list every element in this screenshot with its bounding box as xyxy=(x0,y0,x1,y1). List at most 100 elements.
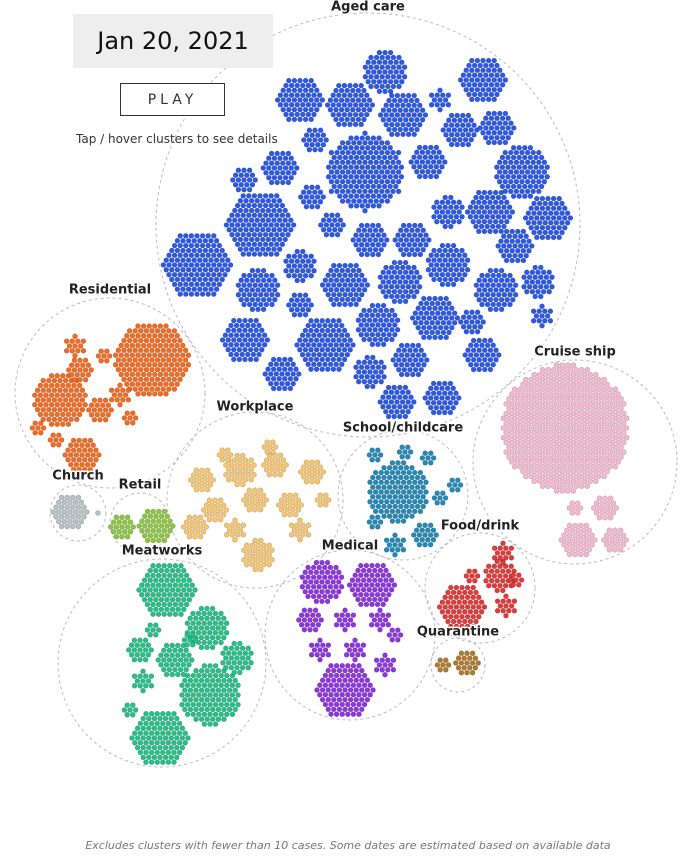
case-cluster[interactable] xyxy=(386,627,404,643)
case-cluster[interactable] xyxy=(181,514,209,540)
case-cluster[interactable] xyxy=(295,607,325,633)
play-button[interactable]: PLAY xyxy=(120,83,225,116)
cluster-group[interactable] xyxy=(264,549,436,721)
case-cluster[interactable] xyxy=(29,420,47,436)
case-cluster[interactable] xyxy=(366,514,384,530)
case-cluster[interactable] xyxy=(188,467,216,493)
case-cluster[interactable] xyxy=(66,357,94,383)
case-cluster[interactable] xyxy=(95,348,113,364)
case-cluster[interactable] xyxy=(410,522,440,548)
case-cluster[interactable] xyxy=(452,650,482,676)
case-cluster[interactable] xyxy=(383,532,407,558)
case-cluster[interactable] xyxy=(160,233,234,297)
case-cluster[interactable] xyxy=(353,354,387,390)
case-cluster[interactable] xyxy=(419,450,437,466)
case-cluster[interactable] xyxy=(299,559,345,605)
case-cluster[interactable] xyxy=(440,112,480,148)
case-cluster[interactable] xyxy=(500,362,630,494)
case-cluster[interactable] xyxy=(507,572,525,588)
case-cluster[interactable] xyxy=(373,652,397,678)
case-cluster[interactable] xyxy=(129,710,191,766)
case-cluster[interactable] xyxy=(457,309,487,335)
case-cluster[interactable] xyxy=(223,193,297,257)
case-cluster[interactable] xyxy=(297,459,327,485)
case-cluster[interactable] xyxy=(325,130,405,214)
case-cluster[interactable] xyxy=(408,144,448,180)
cluster-group[interactable] xyxy=(430,637,486,693)
case-cluster[interactable] xyxy=(223,452,257,488)
case-cluster[interactable] xyxy=(121,410,139,426)
case-cluster[interactable] xyxy=(409,295,461,341)
case-cluster[interactable] xyxy=(201,497,229,523)
case-cluster[interactable] xyxy=(367,460,429,524)
case-cluster[interactable] xyxy=(428,87,452,113)
case-cluster[interactable] xyxy=(62,437,102,473)
case-cluster[interactable] xyxy=(390,342,430,378)
case-cluster[interactable] xyxy=(392,222,432,258)
case-cluster[interactable] xyxy=(491,540,515,566)
case-cluster[interactable] xyxy=(112,323,192,397)
case-cluster[interactable] xyxy=(179,663,241,727)
case-cluster[interactable] xyxy=(314,662,376,718)
case-cluster[interactable] xyxy=(86,397,114,423)
case-cluster[interactable] xyxy=(283,248,317,284)
case-cluster[interactable] xyxy=(521,264,555,300)
case-cluster[interactable] xyxy=(366,447,384,463)
cluster-group[interactable] xyxy=(57,558,267,768)
case-cluster[interactable] xyxy=(144,622,162,638)
case-cluster[interactable] xyxy=(343,637,367,663)
case-cluster[interactable] xyxy=(131,668,155,694)
case-cluster[interactable] xyxy=(494,593,518,619)
case-cluster[interactable] xyxy=(300,127,330,153)
case-cluster[interactable] xyxy=(95,510,101,516)
case-cluster[interactable] xyxy=(126,637,154,663)
case-cluster[interactable] xyxy=(333,607,357,633)
case-cluster[interactable] xyxy=(473,267,519,313)
case-cluster[interactable] xyxy=(31,372,88,428)
case-cluster[interactable] xyxy=(422,380,462,416)
case-cluster[interactable] xyxy=(434,657,452,673)
cluster-group[interactable] xyxy=(108,492,176,554)
case-cluster[interactable] xyxy=(155,642,195,678)
case-cluster[interactable] xyxy=(346,562,398,608)
case-cluster[interactable] xyxy=(377,384,417,420)
case-cluster[interactable] xyxy=(136,508,176,544)
case-cluster[interactable] xyxy=(377,259,423,305)
cluster-group[interactable] xyxy=(166,411,344,589)
case-cluster[interactable] xyxy=(317,212,347,238)
case-cluster[interactable] xyxy=(530,303,554,329)
case-cluster[interactable] xyxy=(558,522,598,558)
case-cluster[interactable] xyxy=(377,92,429,138)
case-cluster[interactable] xyxy=(590,495,620,521)
case-cluster[interactable] xyxy=(457,57,509,103)
case-cluster[interactable] xyxy=(50,494,90,530)
case-cluster[interactable] xyxy=(63,333,87,359)
case-cluster[interactable] xyxy=(431,490,449,506)
case-cluster[interactable] xyxy=(219,317,271,363)
case-cluster[interactable] xyxy=(288,517,312,543)
case-cluster[interactable] xyxy=(223,517,247,543)
cluster-group[interactable] xyxy=(49,484,107,542)
case-cluster[interactable] xyxy=(477,110,517,146)
case-cluster[interactable] xyxy=(446,477,464,493)
case-cluster[interactable] xyxy=(297,184,327,210)
cluster-group[interactable] xyxy=(14,297,206,489)
case-cluster[interactable] xyxy=(241,487,270,513)
case-cluster[interactable] xyxy=(463,568,481,584)
case-cluster[interactable] xyxy=(136,562,198,618)
case-cluster[interactable] xyxy=(184,605,230,651)
case-cluster[interactable] xyxy=(483,558,517,594)
case-cluster[interactable] xyxy=(230,167,258,193)
case-cluster[interactable] xyxy=(121,702,139,718)
case-cluster[interactable] xyxy=(108,514,136,540)
case-cluster[interactable] xyxy=(522,195,574,241)
case-cluster[interactable] xyxy=(495,228,535,264)
case-cluster[interactable] xyxy=(368,607,392,633)
case-cluster[interactable] xyxy=(47,432,65,448)
case-cluster[interactable] xyxy=(319,262,371,308)
case-cluster[interactable] xyxy=(241,537,275,573)
case-cluster[interactable] xyxy=(235,267,281,313)
case-cluster[interactable] xyxy=(566,500,584,516)
case-cluster[interactable] xyxy=(324,82,376,128)
case-cluster[interactable] xyxy=(181,632,199,648)
